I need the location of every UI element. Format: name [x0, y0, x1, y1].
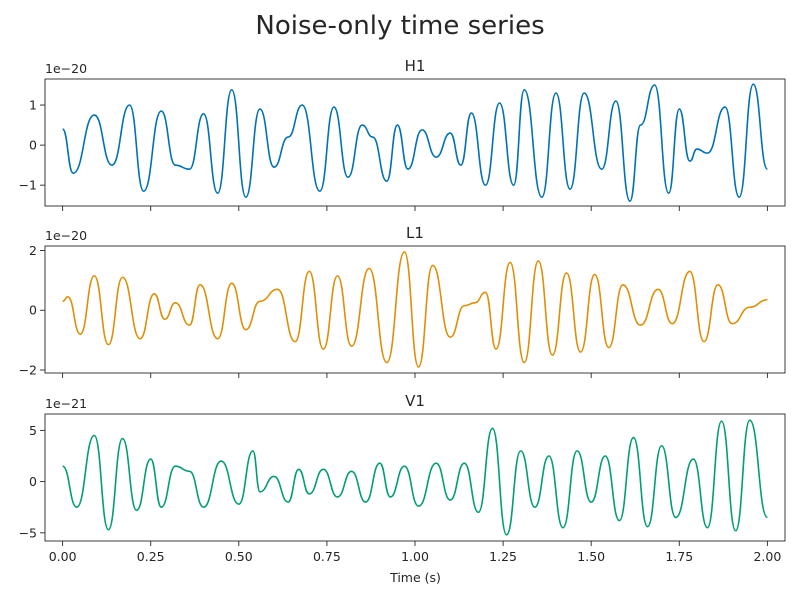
series-line-h1	[61, 83, 769, 202]
subplots: H1 1e−20 −1 0 1 L1 1e−20 −2 0 2 V1 1e−21 −5 0 5 0.00 0.2…	[19, 57, 786, 564]
panel-h1: H1 1e−20 −1 0 1	[19, 57, 786, 211]
x-tick-label: 1.25	[489, 549, 517, 564]
x-tick-label: 1.75	[665, 549, 693, 564]
panel-v1: V1 1e−21 −5 0 5 0.00 0.25 0.50 0.75 1.00 1.25 1.50 1…	[19, 392, 786, 564]
x-tick-label: 1.00	[401, 549, 429, 564]
offset-text-v1: 1e−21	[45, 396, 87, 411]
x-tick-label: 0.50	[225, 549, 253, 564]
x-axis-label: Time (s)	[389, 570, 441, 585]
y-tick-label-l1: −2	[19, 363, 37, 378]
y-tick-label-v1: 0	[29, 474, 37, 489]
x-tick-label: 1.50	[577, 549, 605, 564]
offset-text-l1: 1e−20	[45, 228, 87, 243]
y-tick-label-l1: 0	[29, 303, 37, 318]
y-tick-label-h1: 1	[29, 98, 37, 113]
axes-frame-l1	[44, 245, 786, 374]
y-tick-label-v1: −5	[19, 525, 37, 540]
y-tick-label-h1: 0	[29, 138, 37, 153]
x-tick-label: 0.75	[313, 549, 341, 564]
series-line-v1	[62, 419, 769, 536]
axes-frame-h1	[44, 78, 786, 207]
x-tick-label: 0.00	[49, 549, 77, 564]
series-line-l1	[62, 251, 768, 368]
panel-title-v1: V1	[405, 392, 425, 410]
y-tick-label-l1: 2	[29, 243, 37, 258]
x-tick-label: 2.00	[753, 549, 781, 564]
panel-title-h1: H1	[405, 57, 426, 75]
panel-l1: L1 1e−20 −2 0 2	[19, 224, 786, 378]
figure-title: Noise-only time series	[255, 11, 544, 41]
y-tick-label-v1: 5	[29, 423, 37, 438]
y-tick-label-h1: −1	[19, 178, 37, 193]
x-tick-label: 0.25	[137, 549, 165, 564]
axes-frame-v1	[44, 413, 786, 542]
panel-title-l1: L1	[406, 224, 424, 242]
offset-text-h1: 1e−20	[45, 61, 87, 76]
